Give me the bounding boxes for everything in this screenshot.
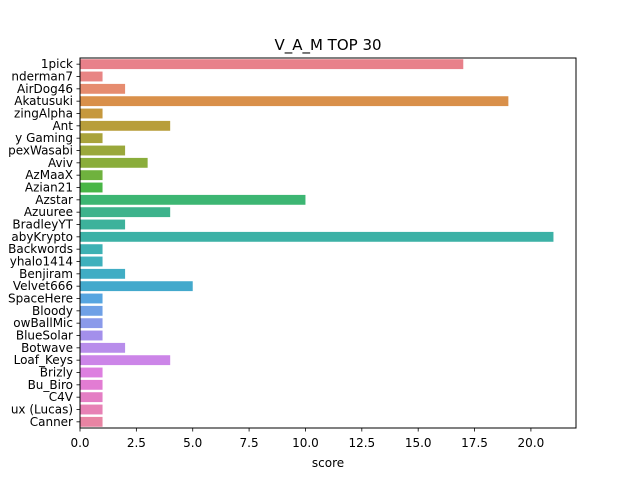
- y-tick-label: Loaf_Keys: [14, 353, 73, 367]
- y-tick-label: Azuuree: [24, 205, 73, 219]
- bar-29: [80, 416, 103, 427]
- bar-12: [80, 207, 171, 218]
- y-tick-label: Akatusuki: [14, 94, 73, 108]
- y-tick-label: Brizly: [40, 366, 73, 380]
- y-tick-label: Ant: [52, 119, 73, 133]
- bars-group: [80, 59, 554, 427]
- bar-15: [80, 244, 103, 255]
- y-tick-label: nderman7: [11, 70, 73, 84]
- bar-10: [80, 182, 103, 193]
- plot-frame: [79, 57, 577, 429]
- x-tick-label: 2.5: [127, 436, 146, 450]
- bar-26: [80, 379, 103, 390]
- bar-4: [80, 108, 103, 119]
- bar-6: [80, 133, 103, 144]
- bar-7: [80, 145, 126, 156]
- bar-19: [80, 293, 103, 304]
- y-tick-label: yhalo1414: [10, 255, 73, 269]
- y-tick-label: Bloody: [32, 304, 73, 318]
- bar-2: [80, 83, 126, 94]
- y-tick-label: abyKrypto: [11, 230, 73, 244]
- bar-13: [80, 219, 126, 230]
- y-ticks-group: 1picknderman7AirDog46AkatusukizingAlphaA…: [8, 57, 80, 429]
- y-tick-label: 1pick: [41, 57, 73, 71]
- y-tick-label: y Gaming: [15, 131, 73, 145]
- y-tick-label: BradleyYT: [12, 218, 73, 232]
- x-tick-label: 5.0: [183, 436, 202, 450]
- bar-28: [80, 404, 103, 415]
- bar-0: [80, 59, 464, 70]
- bar-9: [80, 170, 103, 181]
- x-tick-label: 15.0: [405, 436, 432, 450]
- x-tick-label: 12.5: [348, 436, 375, 450]
- bar-21: [80, 318, 103, 329]
- y-tick-label: Canner: [30, 415, 73, 429]
- bar-1: [80, 71, 103, 82]
- x-tick-label: 20.0: [518, 436, 545, 450]
- y-tick-label: Azstar: [35, 193, 73, 207]
- bar-25: [80, 367, 103, 378]
- y-tick-label: Botwave: [21, 341, 73, 355]
- bar-27: [80, 392, 103, 403]
- y-tick-label: Aviv: [48, 156, 73, 170]
- bar-23: [80, 342, 126, 353]
- x-axis-label: score: [312, 456, 344, 470]
- bar-5: [80, 120, 171, 131]
- bar-3: [80, 96, 509, 107]
- y-tick-label: Azian21: [25, 181, 73, 195]
- bar-14: [80, 231, 554, 242]
- y-tick-label: BlueSolar: [16, 329, 73, 343]
- x-tick-label: 7.5: [240, 436, 259, 450]
- chart-title: V_A_M TOP 30: [274, 36, 381, 55]
- x-tick-label: 10.0: [292, 436, 319, 450]
- y-tick-label: pexWasabi: [8, 144, 73, 158]
- y-tick-label: Backwords: [8, 242, 73, 256]
- bar-18: [80, 281, 193, 292]
- bar-8: [80, 157, 148, 168]
- bar-22: [80, 330, 103, 341]
- x-ticks-group: 0.0 2.5 5.0 7.5 10.0 12.5 15.0 17.5 20.0: [70, 428, 544, 450]
- x-tick-label: 0.0: [70, 436, 89, 450]
- y-tick-label: Benjiram: [19, 267, 73, 281]
- y-tick-label: AirDog46: [17, 82, 73, 96]
- bar-11: [80, 194, 306, 205]
- y-tick-label: SpaceHere: [8, 292, 73, 306]
- y-tick-label: Velvet666: [13, 279, 73, 293]
- x-tick-label: 17.5: [461, 436, 488, 450]
- y-tick-label: AzMaaX: [25, 168, 73, 182]
- y-tick-label: ux (Lucas): [11, 403, 73, 417]
- y-tick-label: zingAlpha: [14, 107, 73, 121]
- bar-24: [80, 355, 171, 366]
- y-tick-label: C4V: [49, 390, 74, 404]
- bar-16: [80, 256, 103, 267]
- y-tick-label: owBallMic: [13, 316, 73, 330]
- y-tick-label: Bu_Biro: [28, 378, 73, 392]
- bar-17: [80, 268, 126, 279]
- bar-20: [80, 305, 103, 316]
